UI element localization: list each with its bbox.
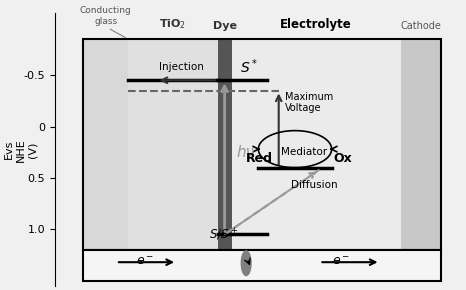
- Bar: [83, 39, 441, 250]
- Text: Dye: Dye: [212, 21, 237, 31]
- Text: Conducting
glass: Conducting glass: [80, 6, 131, 26]
- Text: Diffusion: Diffusion: [291, 180, 337, 190]
- Text: $e^-$: $e^-$: [136, 255, 155, 268]
- Bar: [128, 39, 218, 250]
- Text: Maximum
Voltage: Maximum Voltage: [285, 92, 333, 113]
- Text: Ox: Ox: [334, 153, 352, 166]
- Text: Electrolyte: Electrolyte: [280, 18, 351, 31]
- Bar: [83, 39, 441, 250]
- Bar: [218, 39, 232, 250]
- Text: Red: Red: [246, 153, 273, 166]
- Bar: [401, 39, 441, 250]
- Text: Injection: Injection: [158, 62, 204, 72]
- Bar: [232, 39, 401, 250]
- Text: Cathode: Cathode: [401, 21, 442, 31]
- Text: Mediator: Mediator: [281, 147, 327, 157]
- Y-axis label: Evs
NHE
(V): Evs NHE (V): [4, 138, 37, 162]
- Circle shape: [241, 251, 251, 276]
- Text: hν: hν: [236, 145, 254, 160]
- Text: $S/S^+$: $S/S^+$: [209, 227, 239, 244]
- Text: TiO$_2$: TiO$_2$: [159, 17, 186, 31]
- Text: $S^*$: $S^*$: [240, 57, 258, 76]
- Text: $e^-$: $e^-$: [332, 255, 350, 268]
- Bar: [83, 250, 441, 281]
- Bar: [83, 39, 128, 250]
